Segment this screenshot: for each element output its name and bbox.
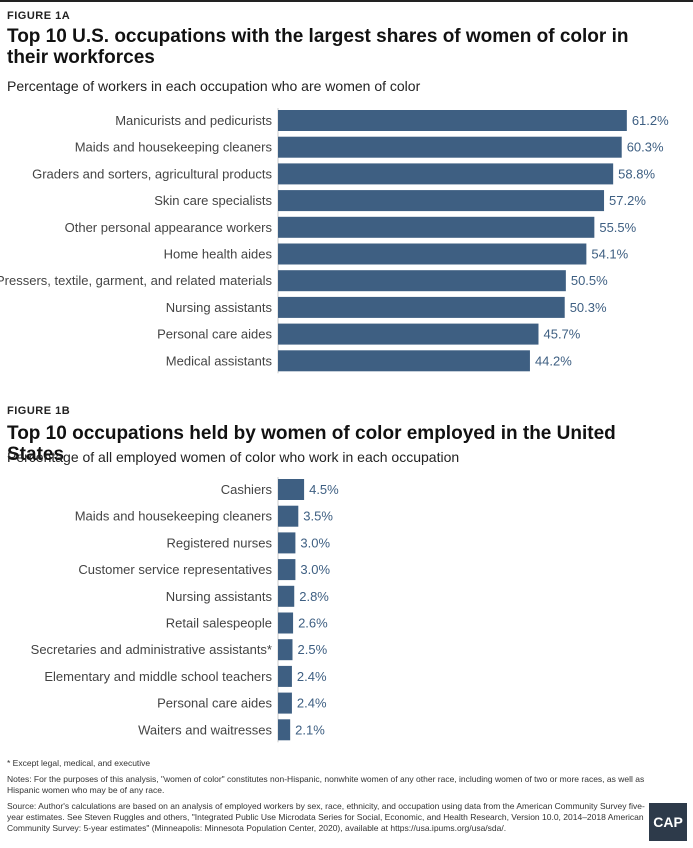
value-label: 2.1% bbox=[295, 722, 325, 737]
value-label: 3.0% bbox=[300, 535, 330, 550]
category-label: Retail salespeople bbox=[166, 616, 272, 631]
figure-1a-label: FIGURE 1A bbox=[7, 10, 71, 22]
value-label: 61.2% bbox=[632, 113, 669, 128]
value-label: 2.4% bbox=[297, 669, 327, 684]
bar bbox=[278, 243, 587, 265]
value-label: 2.6% bbox=[298, 616, 328, 631]
category-label: Graders and sorters, agricultural produc… bbox=[32, 166, 272, 181]
category-label: Elementary and middle school teachers bbox=[44, 669, 272, 684]
value-label: 2.4% bbox=[297, 696, 327, 711]
value-label: 55.5% bbox=[599, 220, 636, 235]
bar bbox=[278, 665, 292, 687]
category-label: Home health aides bbox=[164, 247, 273, 262]
category-label: Personal care aides bbox=[157, 327, 272, 342]
bar bbox=[278, 532, 296, 554]
bar bbox=[278, 296, 565, 318]
bar bbox=[278, 163, 614, 185]
value-label: 57.2% bbox=[609, 193, 646, 208]
bar bbox=[278, 136, 622, 158]
figure-1b-title: Top 10 occupations held by women of colo… bbox=[7, 423, 616, 465]
bar bbox=[278, 190, 605, 212]
category-label: Manicurists and pedicurists bbox=[115, 113, 272, 128]
category-label: Nursing assistants bbox=[166, 300, 273, 315]
bar bbox=[278, 559, 296, 581]
category-label: Medical assistants bbox=[166, 353, 273, 368]
figure-1b-subtitle: Percentage of all employed women of colo… bbox=[7, 449, 460, 465]
category-label: Other personal appearance workers bbox=[65, 220, 273, 235]
bar bbox=[278, 270, 566, 292]
value-label: 45.7% bbox=[543, 327, 580, 342]
bar bbox=[278, 692, 292, 714]
category-label: Secretaries and administrative assistant… bbox=[31, 642, 272, 657]
value-label: 4.5% bbox=[309, 482, 339, 497]
value-label: 60.3% bbox=[627, 140, 664, 155]
category-label: Maids and housekeeping cleaners bbox=[75, 140, 273, 155]
value-label: 2.8% bbox=[299, 589, 329, 604]
source-text: Source: Author's calculations are based … bbox=[7, 801, 645, 833]
figure-1a-bar-chart: Manicurists and pedicurists 61.2% Maids an… bbox=[0, 108, 669, 374]
bar bbox=[278, 110, 627, 131]
bar bbox=[278, 639, 293, 661]
category-label: Nursing assistants bbox=[166, 589, 273, 604]
figure-1a-title: Top 10 U.S. occupations with the largest… bbox=[7, 26, 629, 68]
notes-text: Notes: For the purposes of this analysis… bbox=[7, 774, 645, 795]
category-label: Maids and housekeeping cleaners bbox=[75, 509, 273, 524]
category-label: Cashiers bbox=[221, 482, 273, 497]
value-label: 2.5% bbox=[298, 642, 328, 657]
bar bbox=[278, 505, 299, 527]
bar bbox=[278, 719, 291, 741]
asterisk-footnote: * Except legal, medical, and executive bbox=[7, 758, 151, 768]
figure-1b-label: FIGURE 1B bbox=[7, 405, 71, 417]
bar bbox=[278, 585, 295, 607]
bar bbox=[278, 323, 539, 345]
value-label: 3.5% bbox=[303, 509, 333, 524]
category-label: Registered nurses bbox=[167, 535, 273, 550]
top-rule bbox=[0, 0, 693, 2]
bar bbox=[278, 350, 530, 372]
value-label: 54.1% bbox=[591, 247, 628, 262]
value-label: 44.2% bbox=[535, 353, 572, 368]
category-label: Waiters and waitresses bbox=[138, 722, 272, 737]
category-label: Personal care aides bbox=[157, 696, 272, 711]
bar bbox=[278, 612, 294, 634]
bar bbox=[278, 216, 595, 238]
category-label: Customer service representatives bbox=[78, 562, 272, 577]
cap-logo: CAP bbox=[649, 803, 687, 841]
category-label: Skin care specialists bbox=[154, 193, 272, 208]
value-label: 3.0% bbox=[300, 562, 330, 577]
value-label: 50.5% bbox=[571, 273, 608, 288]
value-label: 58.8% bbox=[618, 166, 655, 181]
value-label: 50.3% bbox=[570, 300, 607, 315]
figure-1a-subtitle: Percentage of workers in each occupation… bbox=[7, 78, 421, 94]
figure-1b-bar-chart: Cashiers 4.5% Maids and housekeeping clean… bbox=[31, 477, 339, 743]
category-label: Pressers, textile, garment, and related … bbox=[0, 273, 272, 288]
bar bbox=[278, 479, 305, 500]
